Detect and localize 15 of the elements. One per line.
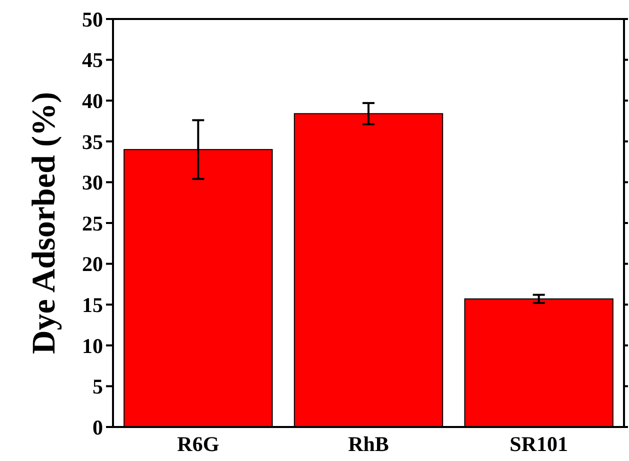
y-tick-label: 45 — [82, 48, 103, 72]
y-tick-label: 10 — [82, 334, 103, 358]
y-tick-label: 40 — [82, 88, 103, 113]
y-tick-label: 50 — [82, 7, 103, 32]
y-tick-label: 5 — [92, 374, 103, 399]
y-axis-title: Dye Adsorbed (%) — [26, 92, 63, 354]
x-tick-label: RhB — [348, 432, 389, 456]
y-tick-label: 20 — [82, 252, 103, 276]
x-tick-label: R6G — [177, 432, 220, 456]
y-tick-label: 0 — [92, 415, 103, 440]
y-tick-label: 30 — [82, 170, 103, 195]
y-tick-label: 35 — [82, 130, 103, 154]
y-tick-label: 15 — [82, 292, 103, 317]
y-tick-label: 25 — [82, 211, 103, 236]
x-tick-label: SR101 — [510, 432, 568, 456]
